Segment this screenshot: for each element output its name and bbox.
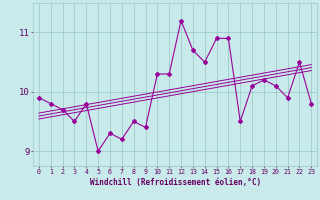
X-axis label: Windchill (Refroidissement éolien,°C): Windchill (Refroidissement éolien,°C): [90, 178, 261, 187]
